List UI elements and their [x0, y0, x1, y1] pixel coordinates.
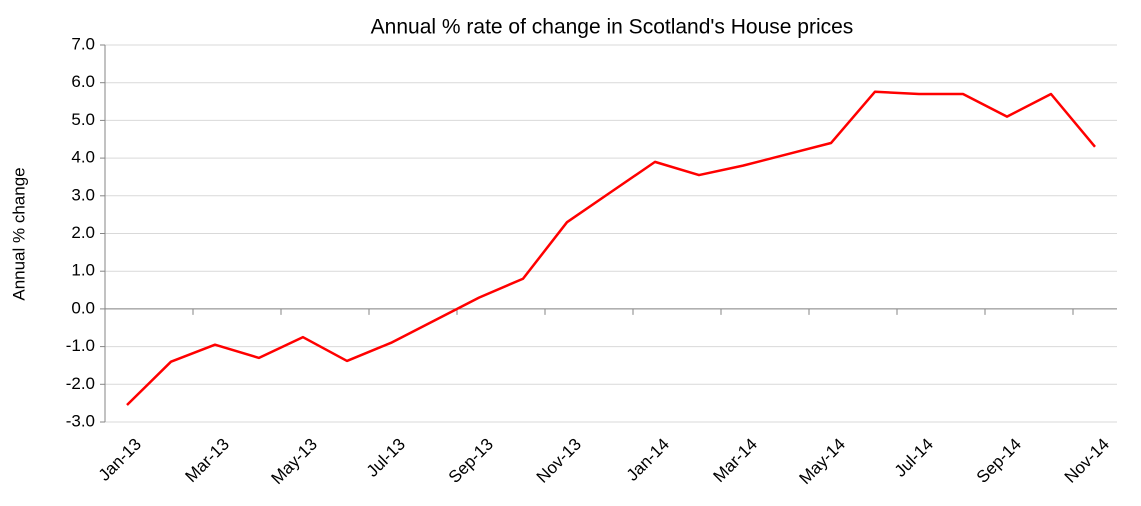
y-tick-label: 5.0 — [71, 110, 95, 129]
y-tick-label: 2.0 — [71, 223, 95, 242]
x-tick-label: Sep-13 — [445, 435, 497, 487]
y-tick-label: -3.0 — [66, 411, 95, 430]
x-tick-label: Mar-14 — [709, 435, 761, 487]
y-axis-label: Annual % change — [9, 167, 28, 300]
x-tick-label: Jul-13 — [363, 435, 409, 481]
y-tick-label: 6.0 — [71, 72, 95, 91]
y-tick-label: 0.0 — [71, 298, 95, 317]
x-tick-label: Jan-13 — [95, 435, 145, 485]
y-tick-label: 1.0 — [71, 261, 95, 280]
y-tick-label: -1.0 — [66, 336, 95, 355]
y-tick-label: 7.0 — [71, 34, 95, 53]
x-tick-label: Nov-14 — [1061, 435, 1113, 487]
y-tick-label: 3.0 — [71, 185, 95, 204]
x-tick-label: May-14 — [795, 435, 849, 489]
x-tick-label: Mar-13 — [181, 435, 233, 487]
x-tick-label: Sep-14 — [973, 435, 1025, 487]
x-tick-label: May-13 — [267, 435, 321, 489]
data-line — [126, 90, 1096, 406]
x-tick-label: Nov-13 — [533, 435, 585, 487]
y-tick-label: 4.0 — [71, 148, 95, 167]
x-tick-label: Jul-14 — [891, 435, 937, 481]
x-tick-label: Jan-14 — [623, 435, 673, 485]
y-tick-label: -2.0 — [66, 374, 95, 393]
chart-title: Annual % rate of change in Scotland's Ho… — [371, 16, 854, 39]
